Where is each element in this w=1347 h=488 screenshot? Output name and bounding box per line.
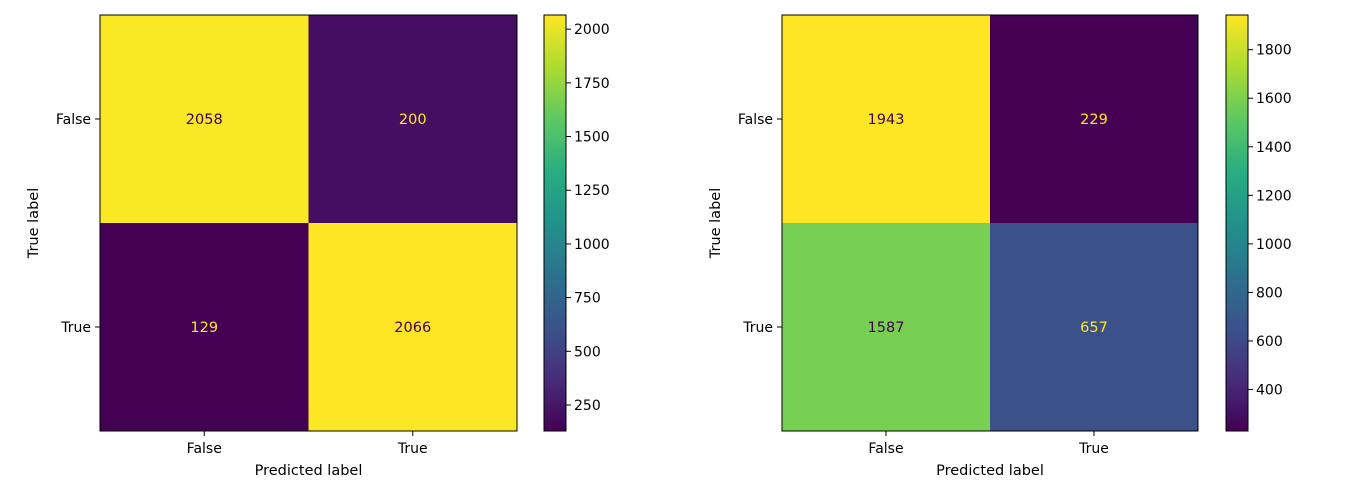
cell-1-1 bbox=[990, 223, 1199, 432]
x-tick-label-0: False bbox=[187, 441, 222, 457]
y-tick-label-0: False bbox=[738, 112, 773, 128]
colorbar-tick-label-1: 600 bbox=[1256, 334, 1283, 350]
axes-frame bbox=[99, 14, 518, 432]
axes-frame bbox=[781, 14, 1199, 432]
colorbar-tick-label-0: 400 bbox=[1256, 382, 1283, 398]
cell-0-1 bbox=[990, 15, 1199, 224]
y-axis-label: True label bbox=[708, 188, 724, 259]
colorbar-tick-label-5: 1400 bbox=[1256, 140, 1292, 156]
cell-0-0 bbox=[782, 15, 991, 224]
x-tick-label-1: True bbox=[1078, 441, 1109, 457]
colorbar bbox=[1226, 15, 1248, 431]
colorbar-tick-label-2: 800 bbox=[1256, 285, 1283, 301]
colorbar-tick-label-6: 1750 bbox=[574, 76, 610, 92]
x-axis-label: Predicted label bbox=[936, 463, 1044, 479]
colorbar-tick-label-0: 250 bbox=[574, 398, 601, 414]
cell-value-1-0: 1587 bbox=[868, 320, 905, 336]
cell-1-0 bbox=[100, 223, 309, 432]
colorbar-tick-label-5: 1500 bbox=[574, 130, 610, 146]
cell-0-1 bbox=[308, 15, 518, 224]
colorbar-tick-label-1: 500 bbox=[574, 344, 601, 360]
x-tick-label-0: False bbox=[868, 441, 903, 457]
confusion-matrix-right: 1943 229 1587 657 False True False True Predicte… bbox=[708, 14, 1292, 479]
cell-value-0-1: 229 bbox=[1080, 112, 1108, 128]
cell-value-1-1: 657 bbox=[1080, 320, 1108, 336]
colorbar-frame bbox=[1225, 14, 1249, 432]
colorbar bbox=[544, 15, 566, 431]
y-tick-label-1: True bbox=[60, 320, 91, 336]
colorbar-frame bbox=[543, 14, 567, 432]
colorbar-tick-label-7: 1800 bbox=[1256, 43, 1292, 59]
cell-value-1-0: 129 bbox=[190, 320, 218, 336]
cell-value-0-0: 1943 bbox=[868, 112, 905, 128]
cell-value-1-1: 2066 bbox=[394, 320, 431, 336]
cell-0-0 bbox=[100, 15, 309, 224]
colorbar-tick-label-2: 750 bbox=[574, 291, 601, 307]
cell-value-0-1: 200 bbox=[399, 112, 427, 128]
colorbar-tick-label-3: 1000 bbox=[574, 237, 610, 253]
colorbar-tick-label-6: 1600 bbox=[1256, 91, 1292, 107]
cell-1-1 bbox=[308, 223, 518, 432]
x-axis-label: Predicted label bbox=[255, 463, 363, 479]
cell-value-0-0: 2058 bbox=[186, 112, 223, 128]
y-axis-label: True label bbox=[26, 188, 42, 259]
confusion-matrix-left: 2058 200 129 2066 False True False True Predicte… bbox=[26, 14, 610, 479]
colorbar-tick-label-3: 1000 bbox=[1256, 237, 1292, 253]
cell-1-0 bbox=[782, 223, 991, 432]
y-tick-label-0: False bbox=[56, 112, 91, 128]
y-tick-label-1: True bbox=[742, 320, 773, 336]
colorbar-tick-label-4: 1250 bbox=[574, 183, 610, 199]
x-tick-label-1: True bbox=[397, 441, 428, 457]
colorbar-tick-label-7: 2000 bbox=[574, 22, 610, 38]
colorbar-tick-label-4: 1200 bbox=[1256, 188, 1292, 204]
